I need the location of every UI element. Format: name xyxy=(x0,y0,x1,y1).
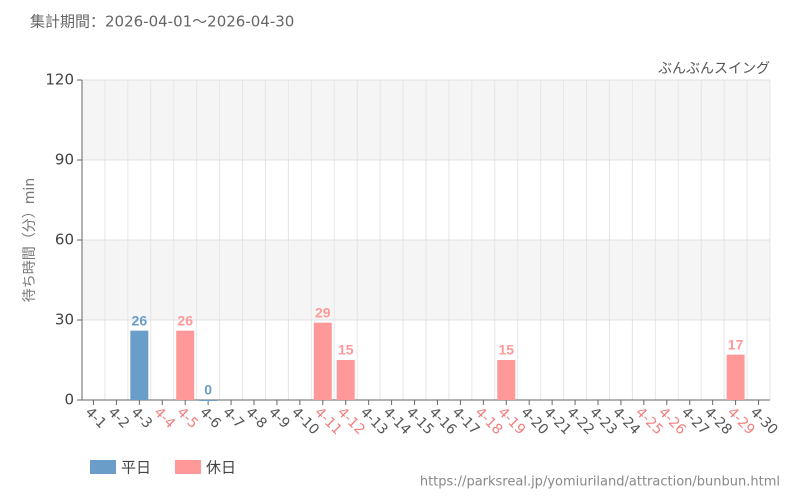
y-tick-label: 60 xyxy=(55,231,74,249)
x-tick-label: 4-1 xyxy=(82,404,109,431)
x-tick-label: 4-7 xyxy=(219,404,246,431)
y-tick-label: 120 xyxy=(45,71,74,89)
y-tick-label: 0 xyxy=(64,391,74,409)
value-label: 17 xyxy=(728,336,744,352)
value-label: 15 xyxy=(338,342,354,358)
bar xyxy=(497,360,516,400)
value-label: 15 xyxy=(498,342,514,358)
x-tick-label: 4-5 xyxy=(174,404,201,431)
legend-label: 平日 xyxy=(121,459,151,477)
y-axis-label: 待ち時間（分）min xyxy=(22,178,38,302)
x-tick-label: 4-6 xyxy=(196,404,224,432)
value-label: 26 xyxy=(177,312,193,328)
legend-label: 休日 xyxy=(206,459,236,477)
y-tick-label: 30 xyxy=(55,311,74,329)
bar xyxy=(176,330,195,400)
bar xyxy=(336,360,355,400)
x-tick-label: 4-2 xyxy=(105,404,132,431)
bar xyxy=(313,322,332,400)
legend-swatch xyxy=(175,460,201,474)
y-tick-label: 90 xyxy=(55,151,74,169)
x-tick-label: 4-4 xyxy=(151,404,179,432)
bar xyxy=(199,400,218,401)
value-label: 0 xyxy=(204,382,212,398)
value-label: 29 xyxy=(315,304,331,320)
bar xyxy=(726,354,745,400)
source-url: https://parksreal.jp/yomiuriland/attract… xyxy=(420,475,780,490)
x-tick-label: 4-9 xyxy=(265,404,292,431)
x-tick-label: 4-8 xyxy=(242,404,269,431)
chart-subtitle: ぶんぶんスイング xyxy=(658,61,770,77)
period: 集計期間：2026-04-01～2026-04-30 xyxy=(30,13,294,31)
value-label: 26 xyxy=(132,312,148,328)
x-tick-label: 4-3 xyxy=(128,404,155,431)
bar xyxy=(130,330,149,400)
legend-swatch xyxy=(90,460,116,474)
